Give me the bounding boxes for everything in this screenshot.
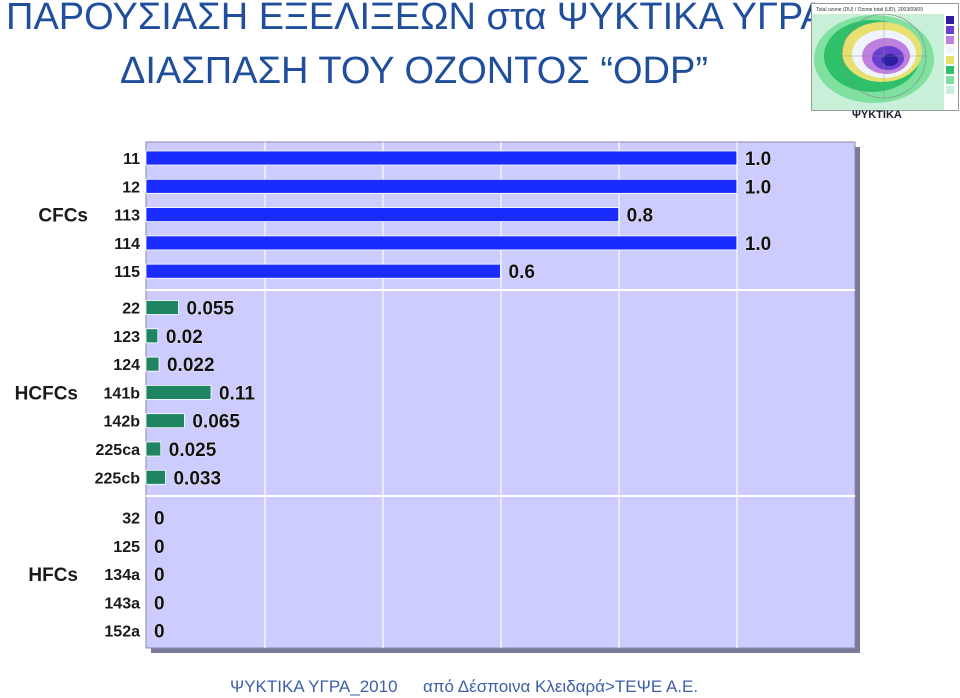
- bar-CFCs-12: [145, 178, 738, 194]
- page-title-line2: ΔΙΑΣΠΑΣΗ ΤΟΥ ΟΖΟΝΤΟΣ “ODP”: [120, 50, 708, 92]
- ozone-map-caption: Total ozone (DU) / Ozone total (UD), 200…: [816, 7, 923, 13]
- data-label-HCFCs-123: 0.02: [166, 327, 203, 348]
- category-label-CFCs-11: 11: [123, 151, 140, 168]
- data-label-HCFCs-225cb: 0.033: [173, 468, 221, 489]
- category-label-HCFCs-123: 123: [113, 329, 140, 346]
- data-label-CFCs-12: 1.0: [745, 177, 771, 198]
- data-label-CFCs-114: 1.0: [745, 234, 771, 255]
- data-label-HCFCs-142b: 0.065: [192, 412, 240, 433]
- bar-HCFCs-124: [145, 356, 160, 372]
- group-label-CFCs: CFCs: [38, 206, 88, 227]
- data-label-HCFCs-124: 0.022: [167, 355, 215, 376]
- category-label-HFCs-32: 32: [122, 511, 140, 528]
- footer-right-text: από Δέσποινα Κλειδαρά>ΤΕΨΕ Α.Ε.: [423, 677, 699, 696]
- page-title-line1: ΠΑΡΟΥΣΙΑΣΗ ΕΞΕΛΙΞΕΩΝ στα ΨΥΚΤΙΚΑ ΥΓΡΑ: [6, 0, 826, 38]
- ozone-map-subcaption: ΨΥΚΤΙΚΑ: [852, 109, 902, 118]
- bar-HCFCs-225ca: [145, 441, 162, 457]
- data-label-HCFCs-141b: 0.11: [219, 383, 255, 404]
- data-label-HFCs-125: 0: [154, 537, 165, 558]
- category-label-CFCs-114: 114: [114, 236, 140, 253]
- data-label-HFCs-143a: 0: [154, 593, 165, 614]
- bar-HCFCs-22: [145, 300, 179, 315]
- category-label-HCFCs-225ca: 225ca: [96, 442, 141, 459]
- category-label-HCFCs-124: 124: [113, 357, 140, 374]
- data-label-HFCs-134a: 0: [154, 565, 165, 586]
- category-label-HCFCs-22: 22: [122, 301, 140, 318]
- category-label-CFCs-115: 115: [114, 264, 140, 281]
- data-label-CFCs-113: 0.8: [627, 206, 653, 227]
- bar-CFCs-113: [145, 207, 620, 223]
- data-label-HFCs-32: 0: [154, 509, 165, 530]
- bar-CFCs-114: [145, 235, 738, 251]
- category-label-HFCs-134a: 134a: [104, 567, 140, 584]
- bar-HCFCs-225cb: [145, 469, 166, 485]
- category-label-HFCs-125: 125: [113, 539, 140, 556]
- data-label-HFCs-152a: 0: [154, 622, 165, 643]
- data-label-HCFCs-22: 0.055: [186, 299, 234, 320]
- category-label-HFCs-152a: 152a: [104, 624, 140, 641]
- category-label-HCFCs-141b: 141b: [104, 385, 141, 402]
- category-label-CFCs-113: 113: [114, 208, 140, 225]
- category-label-HCFCs-225cb: 225cb: [95, 470, 141, 487]
- bar-CFCs-115: [145, 263, 501, 279]
- category-label-HFCs-143a: 143a: [104, 595, 140, 612]
- category-label-CFCs-12: 12: [122, 179, 140, 196]
- bar-CFCs-11: [145, 150, 738, 166]
- data-label-CFCs-11: 1.0: [745, 149, 771, 170]
- ozone-map-image: Total ozone (DU) / Ozone total (UD), 200…: [811, 3, 959, 111]
- group-label-HFCs: HFCs: [28, 565, 78, 586]
- data-label-CFCs-115: 0.6: [509, 262, 535, 283]
- category-label-HCFCs-142b: 142b: [104, 414, 141, 431]
- group-label-HCFCs: HCFCs: [15, 383, 78, 404]
- data-label-HCFCs-225ca: 0.025: [169, 440, 217, 461]
- footer-left-text: ΨΥΚΤΙΚΑ ΥΓΡΑ_2010: [230, 677, 398, 696]
- bar-HCFCs-141b: [145, 384, 212, 400]
- bar-HCFCs-123: [145, 328, 159, 344]
- bar-HCFCs-142b: [145, 413, 185, 429]
